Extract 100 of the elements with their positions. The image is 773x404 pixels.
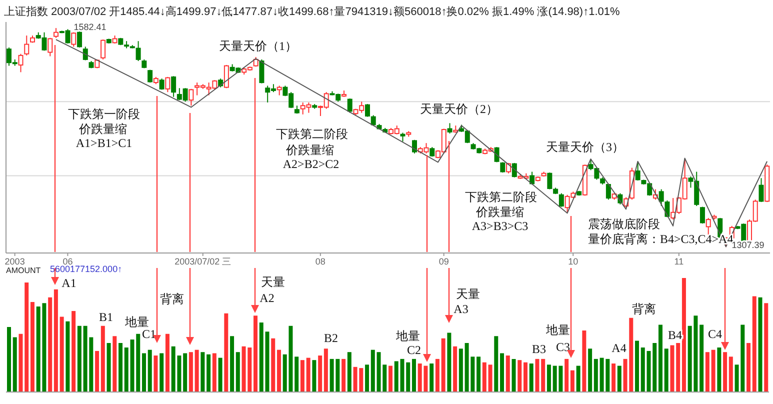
bar <box>535 358 540 392</box>
bar <box>506 356 510 392</box>
bar <box>582 330 586 392</box>
bar <box>570 370 574 392</box>
bar <box>435 358 440 392</box>
bar <box>700 324 704 392</box>
bar <box>312 360 316 392</box>
candlestick <box>100 39 106 60</box>
candlestick <box>658 188 664 207</box>
x-tick-label: 2003/07/02 三 <box>174 256 232 266</box>
candlestick <box>71 32 76 48</box>
bar <box>112 336 117 392</box>
annotation: 背离 <box>632 302 656 316</box>
annotation: B3 <box>532 342 546 356</box>
annotation: A1 <box>62 276 76 290</box>
bar <box>77 326 82 392</box>
candlestick <box>188 88 194 106</box>
annotation: 下跌第一阶段 <box>68 107 140 121</box>
annotation: 地量 <box>124 315 149 329</box>
annotation: 下跌第二阶段 <box>276 127 348 141</box>
bar <box>453 346 458 392</box>
bar <box>18 334 23 392</box>
bar <box>60 316 64 392</box>
candlestick <box>606 183 611 200</box>
candlestick <box>276 85 282 96</box>
bar <box>523 362 528 392</box>
candlestick <box>512 162 517 178</box>
bar <box>48 297 52 392</box>
bar <box>676 342 680 392</box>
annotation: C3 <box>556 340 570 354</box>
bar <box>664 348 668 392</box>
bar <box>276 350 281 392</box>
annotation: B1 <box>98 310 114 324</box>
bar <box>458 348 463 392</box>
bar <box>494 336 498 392</box>
bar <box>412 358 416 392</box>
bar <box>430 364 434 392</box>
bar <box>230 336 234 392</box>
bar <box>124 348 128 392</box>
candlestick <box>259 58 264 84</box>
x-tick-label: 2003 <box>4 256 25 266</box>
candlestick <box>547 172 552 190</box>
bar <box>294 356 299 392</box>
annotation: A3>B3>C3 <box>472 219 528 233</box>
candlestick <box>706 217 711 236</box>
bar <box>160 353 164 392</box>
annotation: 价跌量缩 <box>78 122 127 136</box>
bar <box>388 366 392 392</box>
bar <box>705 352 710 392</box>
annotation: 地量 <box>545 323 570 337</box>
bar <box>12 337 17 392</box>
bar <box>194 350 199 392</box>
candlestick <box>447 122 452 134</box>
bar <box>518 360 522 392</box>
bar <box>200 352 205 392</box>
candlestick <box>18 53 24 73</box>
candlestick <box>171 76 176 98</box>
candlestick <box>54 28 59 38</box>
annotation: C1 <box>142 327 156 341</box>
bar <box>723 352 728 392</box>
annotation: 天量 <box>261 275 285 289</box>
bar <box>746 342 751 392</box>
bar <box>512 358 516 392</box>
annotation: 天量 <box>456 287 480 301</box>
candlestick <box>148 69 153 84</box>
bar <box>500 353 504 392</box>
bar <box>546 364 551 392</box>
annotation: 天量天价（3） <box>546 140 624 154</box>
bar <box>66 321 70 392</box>
annotation: A3 <box>454 302 468 316</box>
bar <box>224 313 228 392</box>
x-tick-label: 08 <box>315 256 326 266</box>
annotation: 价跌量缩 <box>285 143 334 157</box>
candlestick <box>530 171 535 185</box>
chart-title: AMOUNT <box>6 266 41 275</box>
chart-title: 上证指数 2003/07/02 开1485.44↓高1499.97↓低1477.87↓收1499.68↑量7941319↓额560018↑换0.02% 振1.49% 涨(14.98)↑1.01% <box>4 4 620 19</box>
annotation: C2 <box>406 343 422 357</box>
bar <box>711 350 716 392</box>
bar <box>635 340 640 392</box>
annotation: A1>B1>C1 <box>76 136 132 150</box>
bar <box>441 338 446 392</box>
bar <box>488 364 492 392</box>
bar <box>106 342 111 392</box>
annotation: A2>B2>C2 <box>282 157 340 171</box>
bar <box>212 353 216 392</box>
bar <box>188 352 193 392</box>
candlestick <box>165 76 170 93</box>
bar <box>447 332 452 392</box>
bar <box>652 342 657 392</box>
annotation: B4 <box>668 328 682 342</box>
bar <box>148 350 152 392</box>
bar <box>100 326 105 392</box>
candlestick <box>24 35 30 56</box>
annotation: A2 <box>260 291 274 305</box>
bar <box>7 327 11 392</box>
bar <box>612 364 616 392</box>
candlestick <box>77 31 82 48</box>
bar <box>370 350 375 392</box>
bar <box>658 324 662 392</box>
bar <box>476 356 481 392</box>
